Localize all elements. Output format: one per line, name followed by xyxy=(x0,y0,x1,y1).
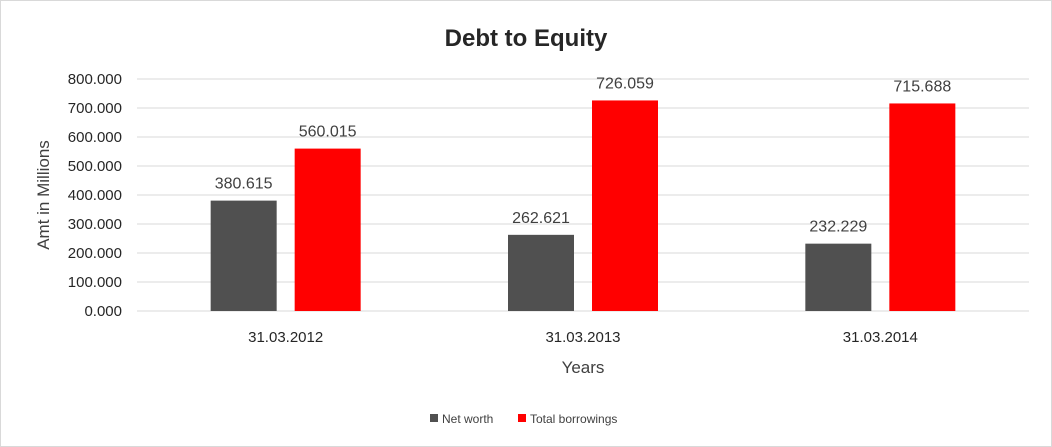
gridlines xyxy=(137,78,1029,312)
y-axis-ticks: 0.000 100.000 200.000 300.000 400.000 500.000… xyxy=(68,71,122,320)
y-tick-label: 400.000 xyxy=(68,187,122,204)
x-tick-label: 31.03.2013 xyxy=(545,329,620,346)
bar-net-worth xyxy=(210,200,277,311)
bar-net-worth xyxy=(805,243,872,311)
bar-total-borrowings xyxy=(592,100,658,311)
data-labels: 380.615 560.015 262.621 726.059 232.229 715.6… xyxy=(215,75,952,235)
bar-total-borrowings xyxy=(889,103,956,312)
y-tick-label: 600.000 xyxy=(68,129,122,146)
data-label: 232.229 xyxy=(809,219,867,236)
y-tick-label: 0.000 xyxy=(84,303,122,320)
data-label: 262.621 xyxy=(512,210,570,227)
x-tick-label: 31.03.2012 xyxy=(248,329,323,346)
y-tick-label: 700.000 xyxy=(68,100,122,117)
legend: Net worth Total borrowings xyxy=(430,412,617,426)
bar-total-borrowings xyxy=(294,148,361,311)
y-tick-label: 100.000 xyxy=(68,274,122,291)
x-axis-ticks: 31.03.2012 31.03.2013 31.03.2014 xyxy=(248,329,918,346)
data-label: 726.059 xyxy=(596,75,654,92)
legend-label: Net worth xyxy=(442,412,493,426)
data-label: 560.015 xyxy=(299,124,357,141)
bars xyxy=(210,100,956,312)
data-label: 715.688 xyxy=(893,78,951,95)
x-axis-label: Years xyxy=(562,358,605,377)
data-label: 380.615 xyxy=(215,176,273,193)
legend-label: Total borrowings xyxy=(530,412,617,426)
x-tick-label: 31.03.2014 xyxy=(843,329,918,346)
legend-swatch xyxy=(518,414,526,422)
y-tick-label: 300.000 xyxy=(68,216,122,233)
legend-swatch xyxy=(430,414,438,422)
chart-title: Debt to Equity xyxy=(445,25,608,52)
y-tick-label: 500.000 xyxy=(68,158,122,175)
y-axis-label: Amt in Millions xyxy=(34,140,53,250)
y-tick-label: 800.000 xyxy=(68,71,122,88)
y-tick-label: 200.000 xyxy=(68,245,122,262)
bar-net-worth xyxy=(508,234,574,311)
